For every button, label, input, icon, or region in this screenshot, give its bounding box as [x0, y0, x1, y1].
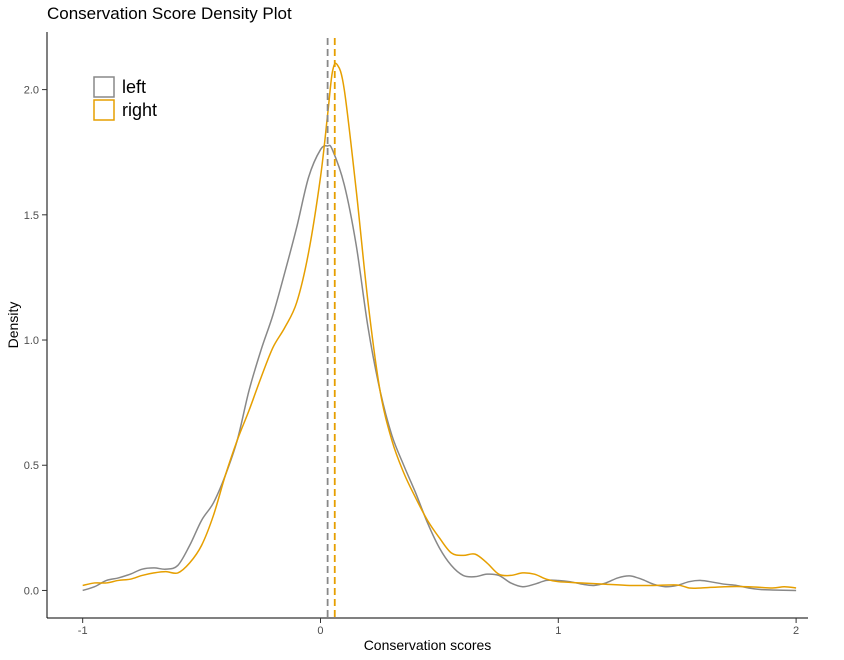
legend-label-left: left: [122, 77, 146, 97]
density-curve-right: [82, 62, 797, 589]
y-tick-label: 1.5: [24, 210, 39, 222]
y-axis-label: Density: [5, 302, 21, 349]
axes-layer: -1 0 1 2 0.0 0.5 1.0 1.5 2.0 Conservation scores D…: [5, 32, 808, 653]
y-tick-label: 0.0: [24, 585, 39, 597]
x-tick-label: 0: [317, 625, 323, 637]
x-tick-label: -1: [78, 625, 88, 637]
x-axis-label: Conservation scores: [364, 637, 492, 653]
legend: left right: [93, 76, 157, 121]
legend-swatch-left: [93, 76, 115, 98]
y-tick-label: 0.5: [24, 460, 39, 472]
legend-label-right: right: [122, 100, 157, 120]
curves-layer: [82, 62, 797, 592]
y-tick-label: 1.0: [24, 335, 39, 347]
x-tick-label: 2: [793, 625, 799, 637]
density-curve-left: [82, 144, 797, 592]
legend-swatch-right: [93, 99, 115, 121]
x-tick-label: 1: [555, 625, 561, 637]
mean-lines-layer: [326, 38, 336, 618]
y-tick-label: 2.0: [24, 85, 39, 97]
chart-title: Conservation Score Density Plot: [47, 4, 292, 23]
